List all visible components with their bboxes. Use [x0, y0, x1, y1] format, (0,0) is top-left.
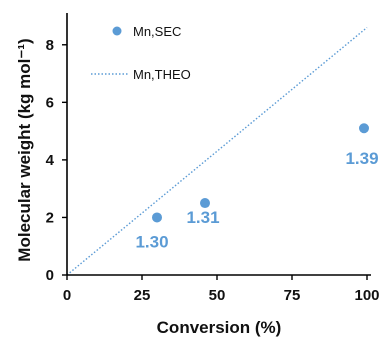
legend: Mn,SEC Mn,THEO	[91, 24, 191, 82]
y-tick-label: 2	[46, 209, 54, 226]
x-tick-label: 75	[284, 287, 301, 304]
data-point-mn-sec	[359, 123, 369, 134]
data-label-dispersity: 1.31	[186, 208, 219, 227]
y-tick-label: 8	[46, 37, 54, 54]
y-tick-label: 0	[46, 267, 54, 284]
x-axis-title: Conversion (%)	[157, 318, 282, 337]
x-tick-label: 25	[134, 287, 151, 304]
data-label-dispersity: 1.30	[135, 232, 168, 251]
plot-area: 1.30 1.31 1.39	[66, 26, 379, 276]
data-point-mn-sec	[152, 212, 162, 223]
series-line-mn-theo	[66, 26, 368, 276]
legend-label-mn-theo: Mn,THEO	[133, 67, 191, 82]
legend-label-mn-sec: Mn,SEC	[133, 24, 181, 39]
x-tick-label: 100	[354, 287, 379, 304]
x-tick-label: 50	[209, 287, 226, 304]
y-tick-label: 6	[46, 94, 54, 111]
x-tick-label: 0	[63, 287, 71, 304]
y-axis-ticks: 0 2 4 6 8	[46, 37, 67, 284]
x-axis-ticks: 0 25 50 75 100	[63, 275, 380, 304]
y-tick-label: 4	[46, 152, 55, 169]
y-axis-title: Molecular weight (kg mol⁻¹)	[15, 38, 34, 261]
legend-marker-mn-sec	[112, 26, 122, 36]
data-label-dispersity: 1.39	[345, 149, 378, 168]
data-point-mn-sec	[200, 198, 210, 209]
